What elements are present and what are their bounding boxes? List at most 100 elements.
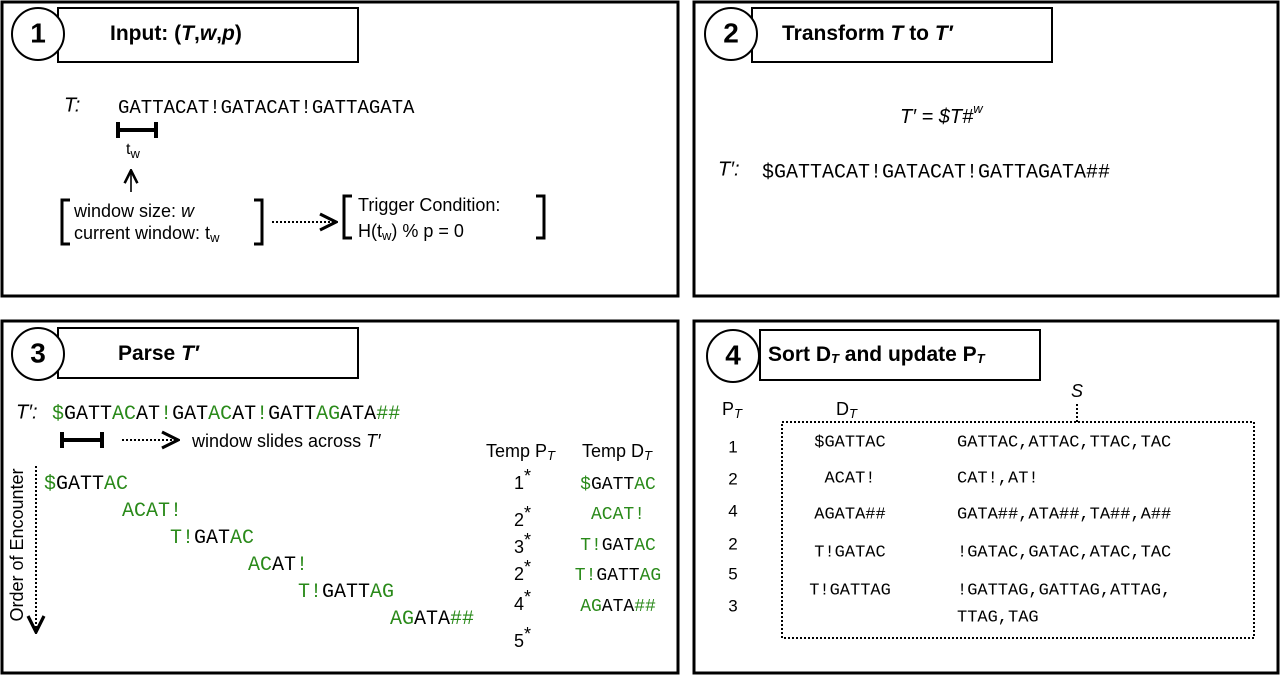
- segment: $: [44, 473, 56, 496]
- temp-d: ACAT!: [591, 505, 645, 525]
- star: *: [524, 557, 531, 577]
- temp-d: $GATTAC: [580, 475, 656, 495]
- number-circle: [706, 329, 760, 383]
- p-value: 4: [514, 594, 524, 614]
- star: *: [524, 530, 531, 550]
- p-value: 1: [728, 437, 737, 456]
- number-circle: [11, 327, 65, 381]
- segment: AG: [640, 566, 662, 586]
- temp-p: 5*: [514, 624, 531, 651]
- segment: AC: [634, 536, 656, 556]
- panel-title: Sort DT and update PT: [768, 343, 986, 367]
- segment: ACAT!: [122, 500, 182, 523]
- segment: AG: [316, 403, 340, 426]
- window-size: window size: w: [73, 201, 195, 221]
- p-value: 3: [728, 596, 737, 615]
- formula: T′ = $T#w: [900, 101, 984, 128]
- panel-frame: [0, 319, 680, 675]
- panel-title: Input: (T,w,p): [110, 22, 242, 45]
- segment: AC: [112, 403, 136, 426]
- window-bracket: [60, 432, 104, 448]
- segment: ATA: [602, 597, 635, 617]
- phrase: T!GATAC: [814, 543, 885, 562]
- header-box: [57, 7, 359, 63]
- segment: T!: [170, 527, 194, 550]
- segment: ##: [634, 597, 656, 617]
- phrase: T!GATAC: [170, 527, 254, 550]
- number-circle: [11, 7, 65, 61]
- t-label: T′:: [16, 401, 38, 423]
- phrase: AGATA##: [390, 608, 474, 631]
- segment: ##: [450, 608, 474, 631]
- segment: AG: [370, 581, 394, 604]
- bracket: [254, 198, 264, 246]
- phrase: $GATTAC: [814, 433, 885, 452]
- panel-title: Parse T′: [118, 342, 200, 365]
- window-text: window slides across T′: [191, 431, 381, 451]
- phrase: AGATA##: [814, 505, 885, 524]
- p-value: 2: [514, 564, 524, 584]
- panel-number: 4: [725, 339, 741, 370]
- panel-number: 3: [30, 337, 46, 368]
- phrase: $GATTAC: [44, 473, 128, 496]
- temp-d: T!GATTAG: [575, 566, 661, 586]
- segment: AC: [230, 527, 254, 550]
- header-box: [57, 327, 359, 379]
- sequence: $GATTACAT!GATACAT!GATTAGATA##: [52, 403, 400, 426]
- phrase: ACAT!: [122, 500, 182, 523]
- segment: ##: [376, 403, 400, 426]
- phrase: T!GATTAG: [298, 581, 394, 604]
- p-value: 2: [728, 534, 737, 553]
- suffixes: !GATTAG,GATTAG,ATTAG,: [957, 581, 1171, 600]
- segment: GAT: [172, 403, 208, 426]
- window-label: tw: [126, 141, 140, 161]
- star: *: [524, 587, 531, 607]
- segment: T!: [580, 536, 602, 556]
- star: *: [524, 503, 531, 523]
- column-header: Temp PT: [486, 441, 556, 464]
- p-value: 2: [728, 469, 737, 488]
- segment: $: [52, 403, 64, 426]
- column-header: DT: [836, 399, 858, 422]
- temp-p: 1*: [514, 466, 531, 493]
- bracket: [60, 198, 70, 246]
- p-value: 5: [514, 631, 524, 651]
- segment: GATT: [64, 403, 112, 426]
- temp-d: T!GATAC: [580, 536, 656, 556]
- phrase: T!GATTAG: [809, 581, 891, 600]
- segment: AT: [232, 403, 256, 426]
- suffixes: !GATAC,GATAC,ATAC,TAC: [957, 543, 1171, 562]
- temp-p: 2*: [514, 557, 531, 584]
- segment: GATT: [591, 475, 634, 495]
- segment: AC: [634, 475, 656, 495]
- column-header: S: [1071, 381, 1083, 401]
- panel-title: Transform T to T′: [782, 22, 954, 45]
- segment: GAT: [194, 527, 230, 550]
- segment: GATT: [268, 403, 316, 426]
- segment: !: [296, 554, 308, 577]
- panel-number: 1: [30, 17, 46, 48]
- segment: AT: [136, 403, 160, 426]
- window-bracket: [116, 122, 158, 138]
- segment: AT: [272, 554, 296, 577]
- segment: !: [256, 403, 268, 426]
- t-label: T′:: [718, 158, 740, 180]
- suffixes: GATA##,ATA##,TA##,A##: [957, 505, 1171, 524]
- phrase: ACAT!: [824, 469, 875, 488]
- column-header: Temp DT: [582, 441, 653, 464]
- temp-d: AGATA##: [580, 597, 656, 617]
- sequence: $GATTACAT!GATACAT!GATTAGATA##: [762, 161, 1110, 184]
- segment: T!: [575, 566, 597, 586]
- bracket: [536, 194, 546, 240]
- current-window: current window: tw: [74, 223, 220, 246]
- column-header: PT: [722, 399, 743, 422]
- p-value: 2: [514, 510, 524, 530]
- number-circle: [704, 7, 758, 61]
- segment: GAT: [602, 536, 635, 556]
- star: *: [524, 466, 531, 486]
- axis-label: Order of Encounter: [7, 468, 27, 621]
- t-label: T:: [64, 94, 80, 116]
- suffixes: TTAG,TAG: [957, 608, 1039, 627]
- suffixes: CAT!,AT!: [957, 469, 1039, 488]
- p-value: 4: [728, 501, 737, 520]
